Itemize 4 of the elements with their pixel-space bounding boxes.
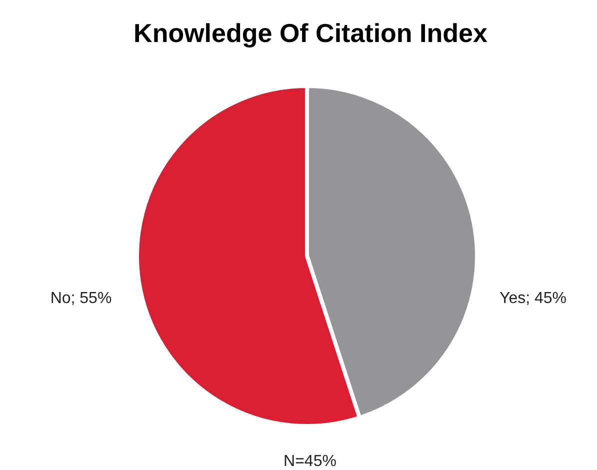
text: N=45% <box>284 453 336 470</box>
chart-title: Knowledge Of Citation Index <box>134 18 488 48</box>
slice-label: Yes; 45% <box>499 290 567 307</box>
slice-label: No; 55% <box>50 290 112 307</box>
